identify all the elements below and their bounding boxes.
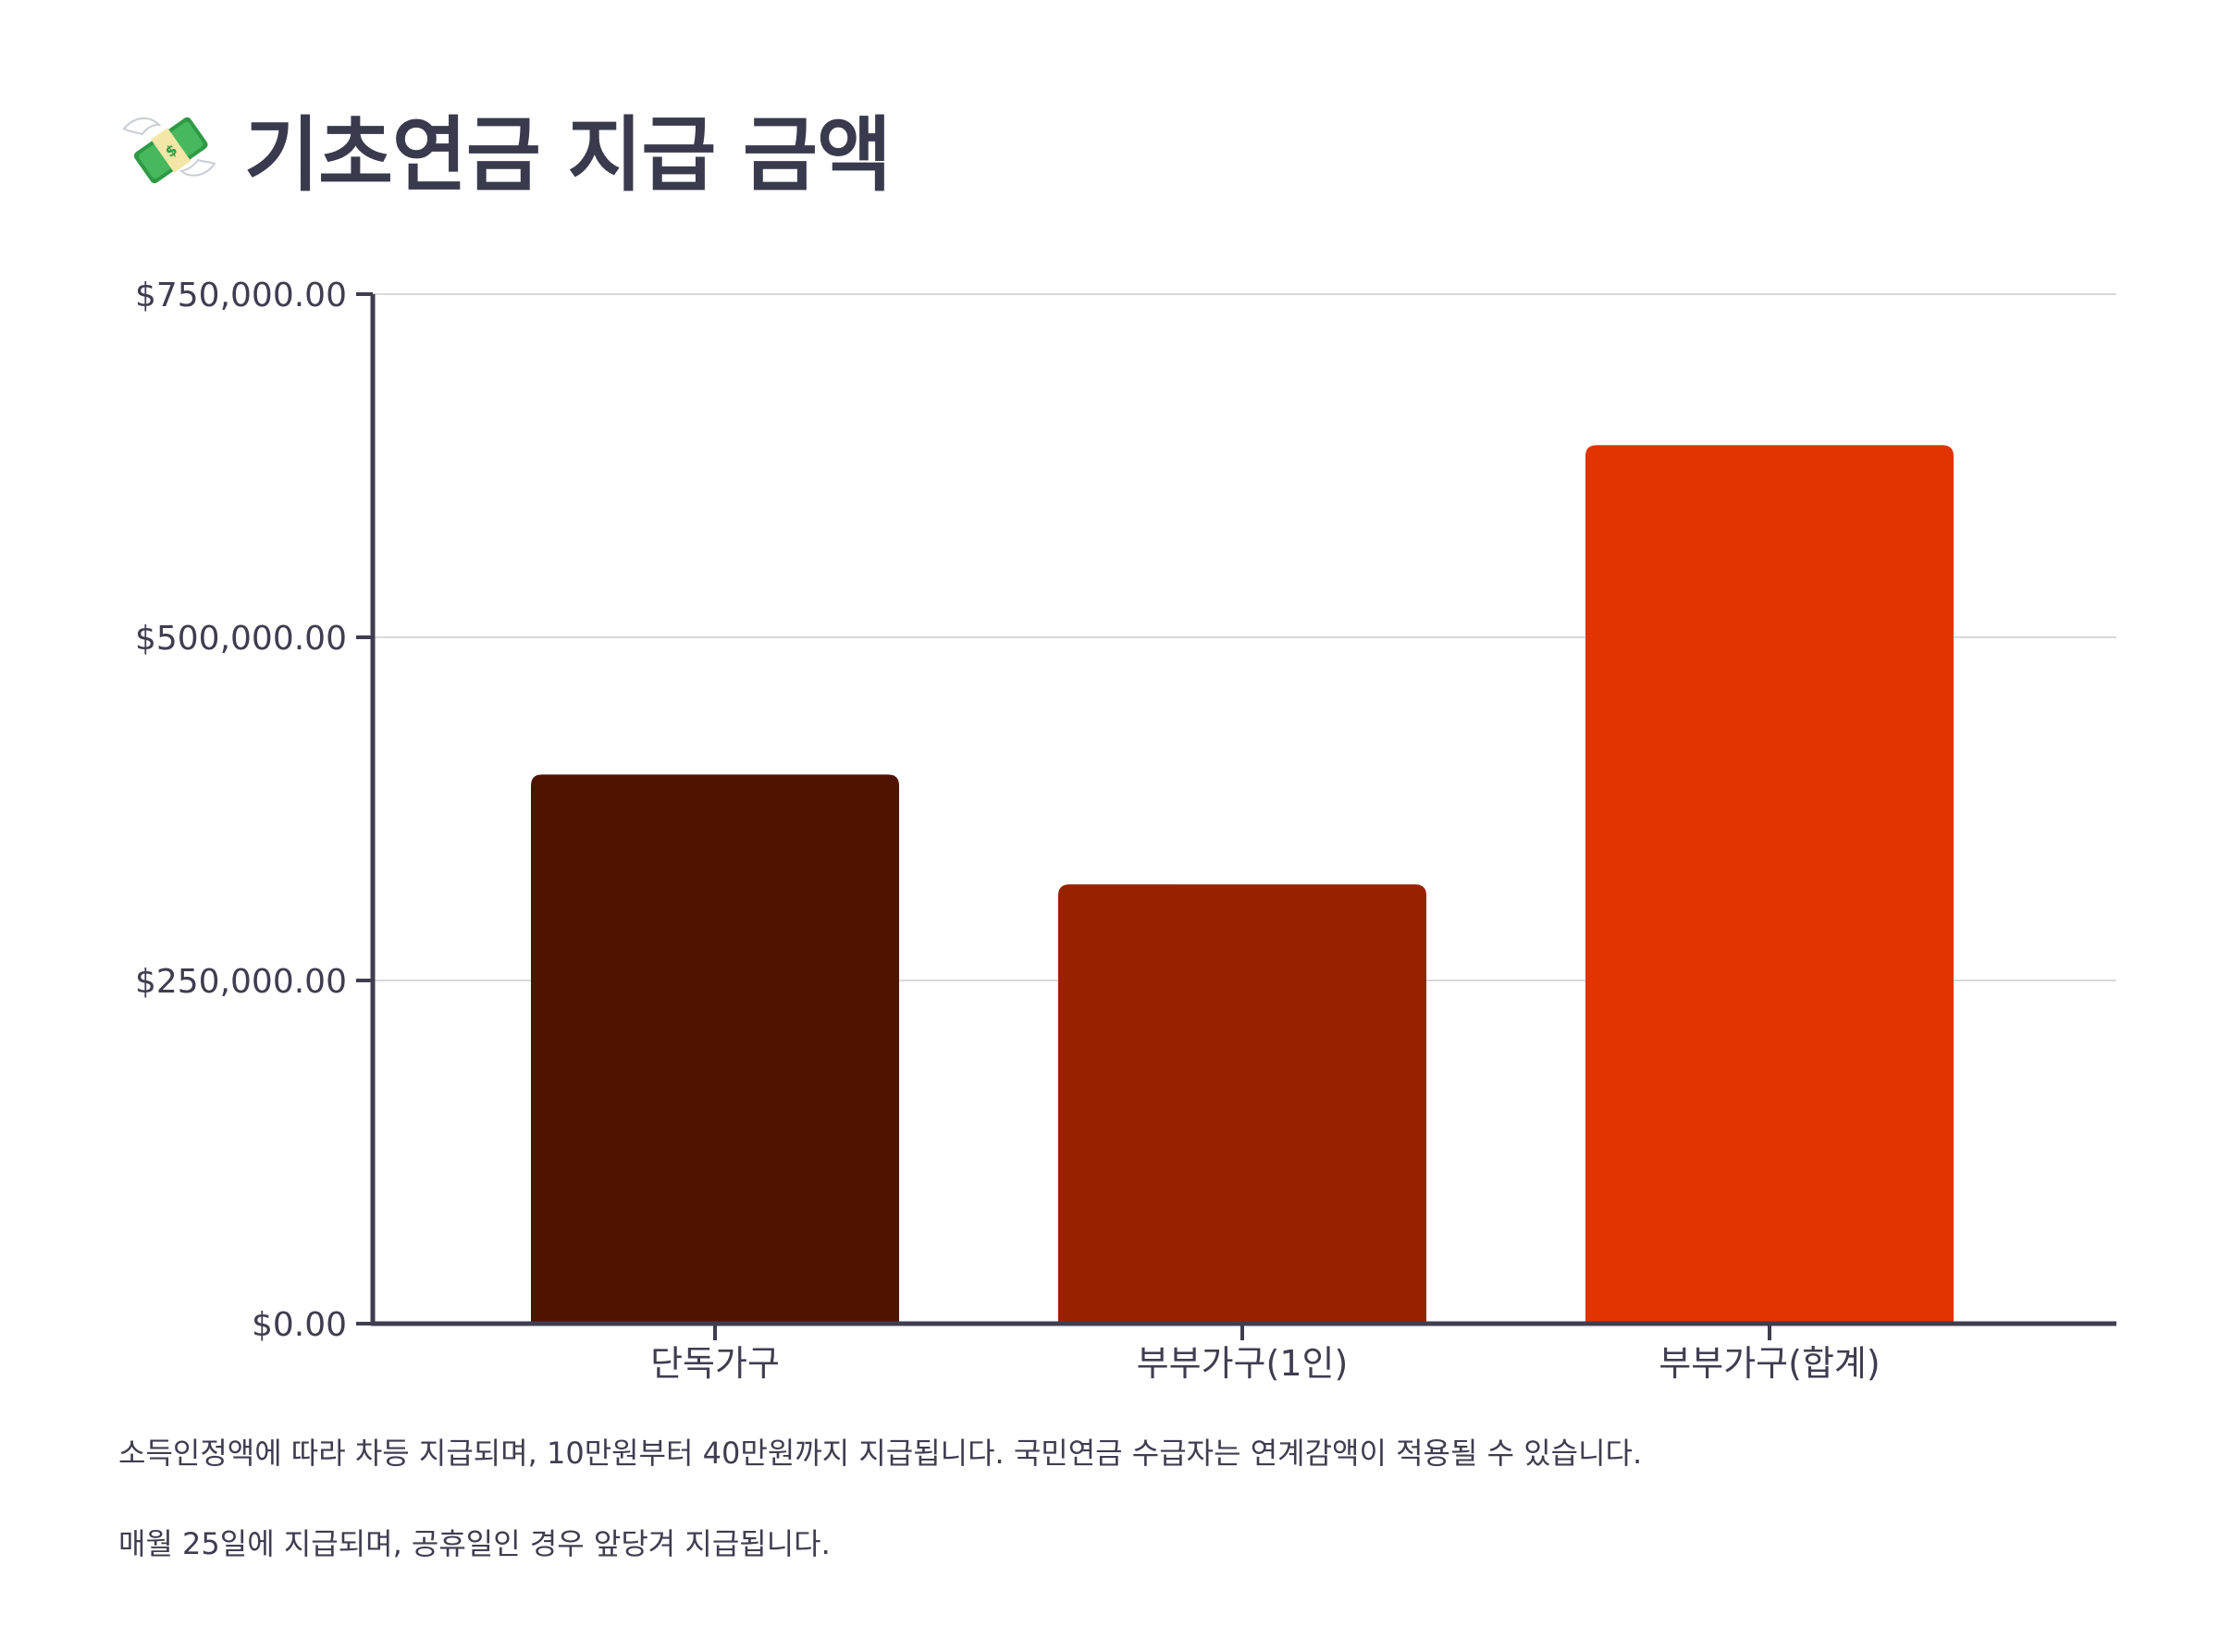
- footnote-2: 매월 25일에 지급되며, 공휴일인 경우 앞당겨 지급됩니다.: [118, 1526, 831, 1561]
- bar-3: [1585, 445, 1954, 1324]
- money-with-wings-icon: $: [122, 117, 216, 184]
- y-tick-label: $500,000.00: [135, 620, 347, 658]
- y-tick-label: $250,000.00: [135, 963, 347, 1001]
- x-tick-label: 부부가구(합계): [1659, 1343, 1880, 1384]
- page-title: 기초연금 지급 금액: [244, 106, 892, 203]
- bar-1: [531, 774, 899, 1324]
- footnote-1: 소득인정액에 따라 차등 지급되며, 10만원부터 40만원까지 지급됩니다. …: [118, 1436, 1643, 1471]
- x-tick-label: 단독가구: [650, 1343, 780, 1384]
- y-tick-label: $0.00: [252, 1306, 347, 1344]
- bar-2: [1058, 884, 1426, 1324]
- title-block: $ 기초연금 지급 금액: [118, 92, 892, 203]
- y-tick-label: $750,000.00: [135, 277, 347, 314]
- x-tick-label: 부부가구(1인): [1137, 1343, 1349, 1384]
